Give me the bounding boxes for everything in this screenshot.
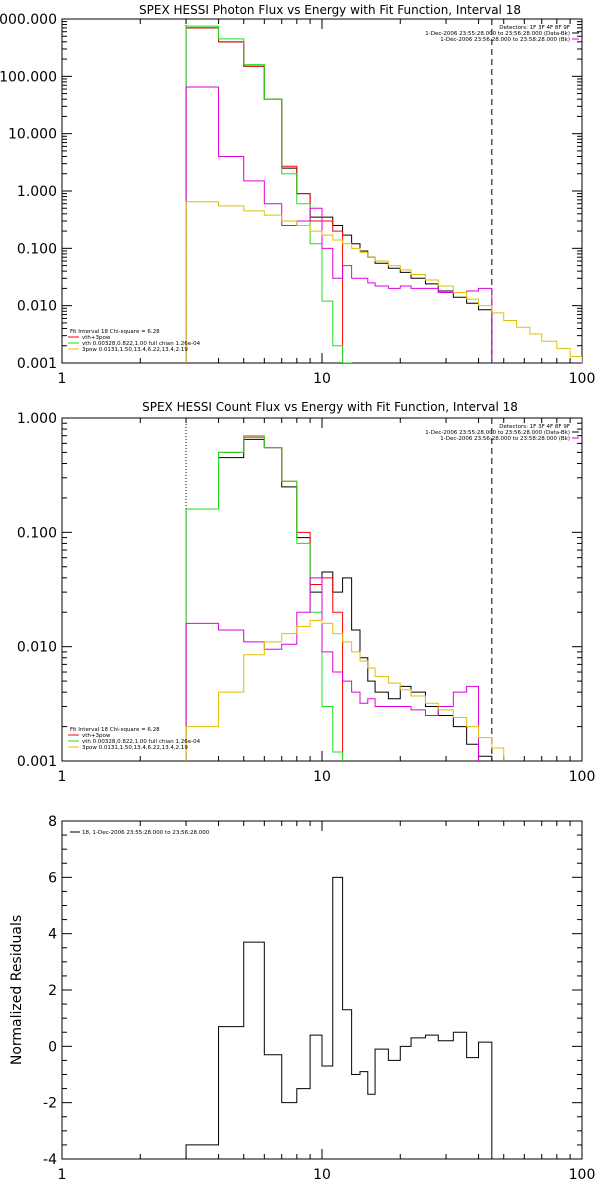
y-tick-label: 0.100: [17, 525, 57, 541]
legend-bottom-entry: Fit Interval 18 Chi-square = 6.28: [70, 329, 160, 335]
legend-top-entry: 18, 1-Dec-2006 23:55:28.000 to 23:56:28.…: [82, 830, 210, 836]
y-tick-label: 1.000: [17, 184, 57, 200]
legend-top-entry: Detectors: 1F 3F 4F 8F 9F: [499, 424, 570, 430]
legend-top-entry: Detectors: 1F 3F 4F 8F 9F: [499, 25, 570, 31]
series-black-histogram: [185, 27, 493, 363]
x-tick-label: 1: [58, 371, 67, 387]
y-tick-label: -2: [43, 1096, 57, 1112]
legend-bottom-entry: vth+3pow: [82, 733, 111, 739]
x-tick-label: 100: [569, 769, 596, 785]
residuals-ylabel: Normalized Residuals: [9, 915, 25, 1065]
x-tick-label: 1: [58, 769, 67, 785]
y-tick-label: 0.100: [17, 241, 57, 257]
series-green-histogram: [185, 25, 352, 363]
x-tick-label: 100: [569, 371, 596, 387]
x-tick-label: 10: [313, 371, 331, 387]
series-magenta-histogram: [185, 86, 493, 363]
y-tick-label: 4: [48, 927, 57, 943]
plot-frame: [61, 18, 583, 364]
count-flux-panel: SPEX HESSI Count Flux vs Energy with Fit…: [17, 400, 595, 785]
series-black-histogram: [185, 876, 493, 1159]
legend-top-entry: 1-Dec-2006 23:56:28.000 to 23:58:28.000 …: [440, 37, 570, 43]
x-tick-label: 10: [313, 1167, 331, 1183]
plot-frame: [61, 820, 583, 1160]
series-yellow-histogram: [185, 201, 582, 363]
residuals-panel: Normalized Residuals 1 10 100 8 6 4 2 0 -2 -4 18, …: [9, 814, 595, 1183]
y-tick-label: -4: [43, 1152, 57, 1168]
legend-bottom-entry: vth 0.00328,0.822,1.00 full chian 1.26e-…: [82, 341, 201, 347]
photon-flux-title: SPEX HESSI Photon Flux vs Energy with Fi…: [139, 3, 521, 17]
y-tick-label: 0.001: [17, 356, 57, 372]
legend-bottom-entry: Fit Interval 18 Chi-square = 6.28: [70, 727, 160, 733]
legend-bottom-entry: vth+3pow: [82, 335, 111, 341]
y-tick-label: 0.010: [17, 640, 57, 656]
legend-top-entry: 1-Dec-2006 23:56:28.000 to 23:58:28.000 …: [440, 436, 570, 442]
photon-flux-panel: SPEX HESSI Photon Flux vs Energy with Fi…: [0, 3, 595, 387]
legend-bottom-entry: 3pow 0.0131,1.50,13.4,6.22,13.4,2.19: [82, 745, 188, 751]
y-tick-label: 6: [48, 870, 57, 886]
legend-top-entry: 1-Dec-2006 23:55:28.000 to 23:56:28.000 …: [425, 430, 570, 436]
x-tick-label: 100: [569, 1167, 596, 1183]
series-black-histogram: [185, 438, 493, 761]
count-flux-title: SPEX HESSI Count Flux vs Energy with Fit…: [142, 400, 518, 414]
y-tick-label: 1.000: [17, 411, 57, 427]
x-tick-label: 1: [58, 1167, 67, 1183]
x-tick-label: 10: [313, 769, 331, 785]
y-tick-label: 100.000: [0, 69, 57, 85]
y-tick-label: 0.010: [17, 299, 57, 315]
series-yellow-histogram: [185, 619, 505, 761]
y-tick-label: 8: [48, 814, 57, 830]
legend-top-entry: 1-Dec-2006 23:55:28.000 to 23:56:28.000 …: [425, 31, 570, 37]
y-tick-label: 0: [48, 1039, 57, 1055]
legend-bottom-entry: 3pow 0.0131,1.50,13.4,6.22,13.4,2.19: [82, 347, 188, 353]
series-red-histogram: [185, 436, 344, 761]
y-tick-label: 10.000: [8, 127, 57, 143]
series-green-histogram: [185, 435, 344, 761]
y-tick-label: 2: [48, 983, 57, 999]
y-tick-label: 0.001: [17, 754, 57, 770]
legend-bottom-entry: vth 0.00328,0.822,1.00 full chian 1.26e-…: [82, 739, 201, 745]
